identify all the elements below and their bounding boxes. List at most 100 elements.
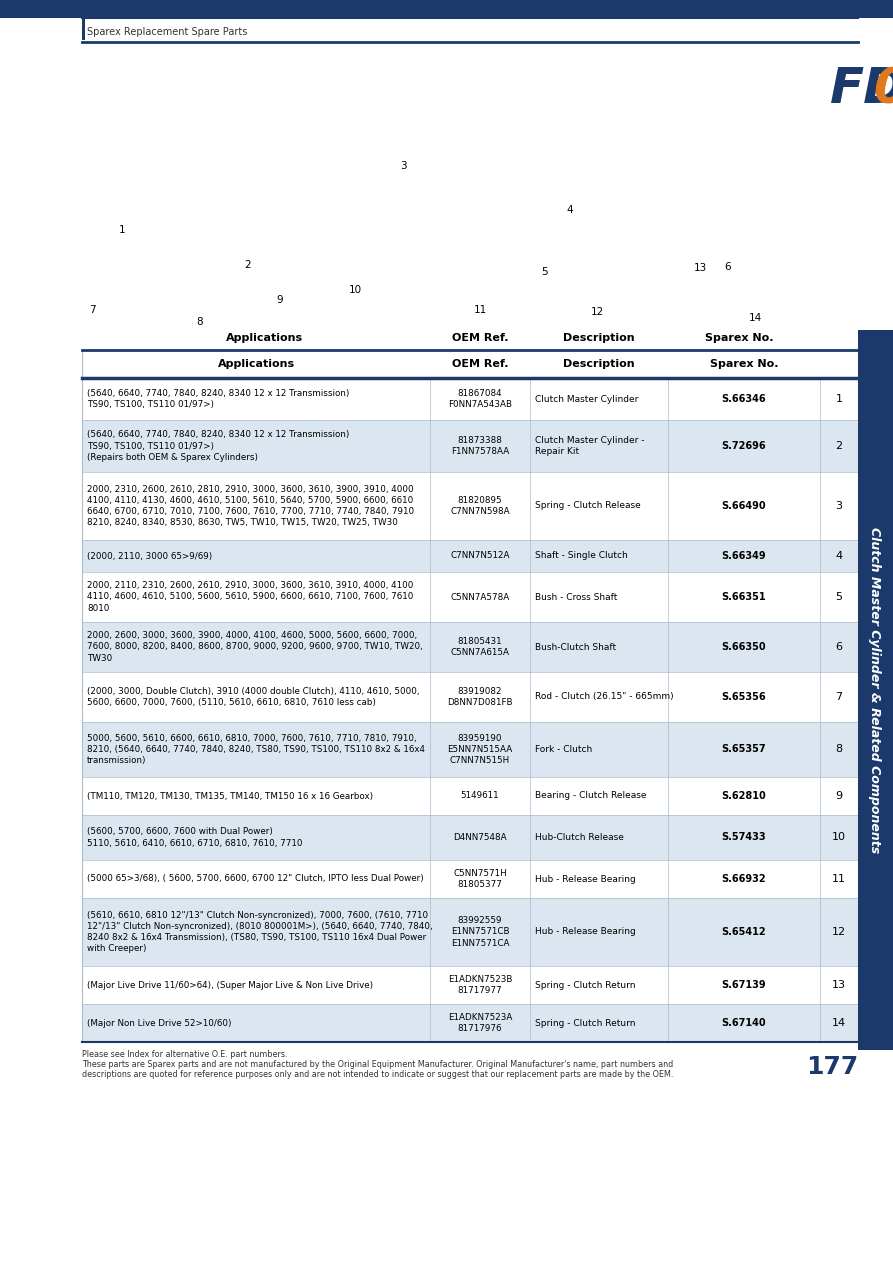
Text: Hub - Release Bearing: Hub - Release Bearing	[535, 927, 636, 936]
Text: Applications: Applications	[217, 359, 295, 369]
Bar	[82, 42, 858, 350]
Bar	[82, 421, 858, 472]
Text: These parts are Sparex parts and are not manufactured by the Original Equipment : These parts are Sparex parts and are not…	[82, 1060, 673, 1068]
Text: (Major Non Live Drive 52>10/60): (Major Non Live Drive 52>10/60)	[87, 1018, 231, 1028]
Bar	[82, 1004, 858, 1042]
Text: 83959190
E5NN7N515AA
C7NN7N515H: 83959190 E5NN7N515AA C7NN7N515H	[447, 734, 513, 765]
Text: 14: 14	[832, 1018, 846, 1028]
Text: 83992559
E1NN7571CB
E1NN7571CA: 83992559 E1NN7571CB E1NN7571CA	[451, 917, 509, 947]
Text: Fork - Clutch: Fork - Clutch	[535, 745, 592, 754]
Text: (5000 65>3/68), ( 5600, 5700, 6600, 6700 12" Clutch, IPTO less Dual Power): (5000 65>3/68), ( 5600, 5700, 6600, 6700…	[87, 874, 424, 884]
Bar	[82, 672, 858, 722]
Text: Hub - Release Bearing: Hub - Release Bearing	[535, 874, 636, 884]
Bar	[82, 541, 858, 572]
Text: 5000, 5600, 5610, 6600, 6610, 6810, 7000, 7600, 7610, 7710, 7810, 7910,
8210, (5: 5000, 5600, 5610, 6600, 6610, 6810, 7000…	[87, 734, 425, 765]
Text: 1: 1	[836, 394, 842, 404]
Text: 81873388
F1NN7578AA: 81873388 F1NN7578AA	[451, 436, 509, 456]
Text: E1ADKN7523A
81717976: E1ADKN7523A 81717976	[447, 1013, 513, 1033]
Text: 9: 9	[836, 791, 843, 801]
Text: S.65356: S.65356	[722, 692, 766, 702]
Text: 14: 14	[748, 313, 762, 323]
Text: Sparex No.: Sparex No.	[705, 333, 773, 344]
Bar	[82, 860, 858, 898]
Bar	[82, 777, 858, 815]
Text: S.66490: S.66490	[722, 501, 766, 512]
Text: Bearing - Clutch Release: Bearing - Clutch Release	[535, 792, 647, 801]
Bar	[82, 572, 858, 621]
Text: Hub-Clutch Release: Hub-Clutch Release	[535, 834, 624, 842]
Text: OEM Ref.: OEM Ref.	[452, 333, 508, 344]
Text: 2000, 2110, 2310, 2600, 2610, 2910, 3000, 3600, 3610, 3910, 4000, 4100
4110, 460: 2000, 2110, 2310, 2600, 2610, 2910, 3000…	[87, 581, 413, 613]
Text: S.57433: S.57433	[722, 832, 766, 842]
Text: Description: Description	[563, 359, 635, 369]
Text: Bush-Clutch Shaft: Bush-Clutch Shaft	[535, 643, 616, 652]
Text: C5NN7A578A: C5NN7A578A	[450, 592, 510, 601]
Text: Clutch Master Cylinder: Clutch Master Cylinder	[535, 394, 638, 403]
Text: Clutch Master Cylinder -
Repair Kit: Clutch Master Cylinder - Repair Kit	[535, 436, 645, 456]
Text: C7NN7N512A: C7NN7N512A	[450, 552, 510, 561]
Text: Spring - Clutch Release: Spring - Clutch Release	[535, 501, 641, 510]
Text: S.62810: S.62810	[722, 791, 766, 801]
Text: 5: 5	[836, 592, 842, 602]
Text: (5600, 5700, 6600, 7600 with Dual Power)
5110, 5610, 6410, 6610, 6710, 6810, 761: (5600, 5700, 6600, 7600 with Dual Power)…	[87, 827, 303, 847]
Text: 12: 12	[590, 307, 604, 317]
Text: Shaft - Single Clutch: Shaft - Single Clutch	[535, 552, 628, 561]
Text: 2: 2	[245, 260, 251, 270]
Text: 81805431
C5NN7A615A: 81805431 C5NN7A615A	[450, 637, 510, 657]
Text: Spring - Clutch Return: Spring - Clutch Return	[535, 980, 636, 989]
Text: (TM110, TM120, TM130, TM135, TM140, TM150 16 x 16 Gearbox): (TM110, TM120, TM130, TM135, TM140, TM15…	[87, 792, 373, 801]
Text: Sparex Replacement Spare Parts: Sparex Replacement Spare Parts	[87, 27, 247, 37]
Text: FD: FD	[830, 64, 893, 112]
Text: OEM Ref.: OEM Ref.	[452, 359, 508, 369]
Text: 8: 8	[196, 317, 204, 327]
Text: (Major Live Drive 11/60>64), (Super Major Live & Non Live Drive): (Major Live Drive 11/60>64), (Super Majo…	[87, 980, 373, 989]
Text: 6: 6	[836, 642, 842, 652]
Text: 3: 3	[400, 160, 406, 171]
Text: 7: 7	[88, 304, 96, 314]
Text: 7: 7	[836, 692, 843, 702]
Text: (5610, 6610, 6810 12"/13" Clutch Non-syncronized), 7000, 7600, (7610, 7710
12"/1: (5610, 6610, 6810 12"/13" Clutch Non-syn…	[87, 911, 432, 954]
Text: 8: 8	[836, 744, 843, 754]
Text: S.67139: S.67139	[722, 980, 766, 990]
Bar	[858, 330, 893, 1050]
Text: S.72696: S.72696	[722, 441, 766, 451]
Text: S.66351: S.66351	[722, 592, 766, 602]
Text: (2000, 3000, Double Clutch), 3910 (4000 double Clutch), 4110, 4610, 5000,
5600, : (2000, 3000, Double Clutch), 3910 (4000 …	[87, 687, 420, 707]
Text: S.66346: S.66346	[722, 394, 766, 404]
Text: 177: 177	[805, 1055, 858, 1079]
Text: 5149611: 5149611	[461, 792, 499, 801]
Text: 13: 13	[693, 263, 706, 273]
Text: (2000, 2110, 3000 65>9/69): (2000, 2110, 3000 65>9/69)	[87, 552, 213, 561]
Text: 10: 10	[348, 285, 362, 296]
Text: 04: 04	[873, 64, 893, 112]
Text: Clutch Master Cylinder & Related Components: Clutch Master Cylinder & Related Compone…	[869, 527, 881, 853]
Text: 12: 12	[832, 927, 846, 937]
Bar	[82, 898, 858, 966]
Text: Bush - Cross Shaft: Bush - Cross Shaft	[535, 592, 617, 601]
Text: descriptions are quoted for reference purposes only and are not intended to indi: descriptions are quoted for reference pu…	[82, 1070, 673, 1079]
Text: 11: 11	[832, 874, 846, 884]
Text: E1ADKN7523B
81717977: E1ADKN7523B 81717977	[447, 975, 513, 995]
Text: Applications: Applications	[227, 333, 304, 344]
Bar	[82, 815, 858, 860]
Text: 9: 9	[277, 296, 283, 304]
Text: 5: 5	[542, 266, 548, 277]
Text: 1: 1	[119, 225, 125, 235]
Text: 81867084
F0NN7A543AB: 81867084 F0NN7A543AB	[448, 389, 512, 409]
Text: 3: 3	[836, 501, 842, 512]
Bar	[82, 472, 858, 541]
Bar	[82, 966, 858, 1004]
Text: S.66349: S.66349	[722, 551, 766, 561]
Text: 6: 6	[725, 261, 731, 272]
Text: 83919082
D8NN7D081FB: 83919082 D8NN7D081FB	[447, 687, 513, 707]
Text: 13: 13	[832, 980, 846, 990]
Text: 4: 4	[567, 205, 573, 215]
Text: (5640, 6640, 7740, 7840, 8240, 8340 12 x 12 Transmission)
TS90, TS100, TS110 01/: (5640, 6640, 7740, 7840, 8240, 8340 12 x…	[87, 389, 349, 409]
Text: 2000, 2600, 3000, 3600, 3900, 4000, 4100, 4600, 5000, 5600, 6600, 7000,
7600, 80: 2000, 2600, 3000, 3600, 3900, 4000, 4100…	[87, 632, 422, 663]
Text: Please see Index for alternative O.E. part numbers.: Please see Index for alternative O.E. pa…	[82, 1050, 288, 1058]
Text: 81820895
C7NN7N598A: 81820895 C7NN7N598A	[450, 496, 510, 517]
Text: Sparex No.: Sparex No.	[710, 359, 779, 369]
Text: Rod - Clutch (26.15" - 665mm): Rod - Clutch (26.15" - 665mm)	[535, 692, 673, 701]
Text: S.65357: S.65357	[722, 744, 766, 754]
Bar	[82, 722, 858, 777]
